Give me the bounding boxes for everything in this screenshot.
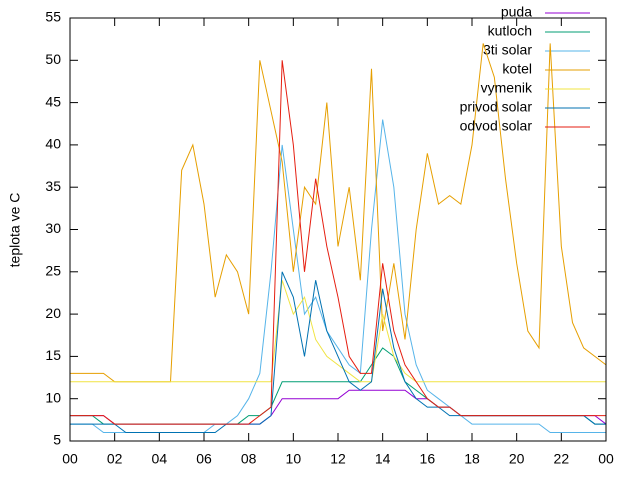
series-line [70, 60, 606, 425]
y-tick-label: 40 [45, 136, 61, 152]
x-tick-label: 18 [464, 451, 480, 467]
series-line [70, 119, 606, 434]
series-line [70, 389, 607, 425]
y-tick-label: 30 [45, 220, 61, 236]
y-tick-label: 15 [45, 347, 61, 363]
legend-label: vymenik [481, 80, 533, 96]
legend-label: privod solar [460, 99, 533, 115]
plot-frame [69, 17, 607, 442]
series-line [70, 280, 606, 383]
x-tick-label: 20 [509, 451, 525, 467]
y-tick-label: 20 [45, 305, 61, 321]
x-tick-label: 12 [330, 451, 346, 467]
legend-label: odvod solar [460, 118, 533, 134]
legend-label: 3ti solar [483, 42, 532, 58]
x-tick-label: 22 [554, 451, 570, 467]
legend-label: puda [501, 4, 532, 20]
x-tick-label: 08 [241, 451, 257, 467]
x-tick-label: 10 [286, 451, 302, 467]
y-axis-label: teplota ve C [7, 193, 23, 268]
y-tick-label: 45 [45, 93, 61, 109]
x-tick-label: 04 [152, 451, 168, 467]
x-tick-label: 14 [375, 451, 391, 467]
y-tick-label: 35 [45, 178, 61, 194]
series-line [70, 347, 606, 425]
x-tick-label: 16 [420, 451, 436, 467]
y-tick-label: 5 [53, 432, 61, 448]
legend-label: kutloch [488, 23, 532, 39]
legend-label: kotel [502, 61, 532, 77]
x-tick-label: 02 [107, 451, 123, 467]
y-tick-label: 10 [45, 389, 61, 405]
x-tick-label: 06 [196, 451, 212, 467]
y-tick-label: 25 [45, 263, 61, 279]
x-tick-label: 00 [598, 451, 614, 467]
x-tick-label: 00 [62, 451, 78, 467]
y-tick-label: 55 [45, 9, 61, 25]
y-tick-label: 50 [45, 51, 61, 67]
